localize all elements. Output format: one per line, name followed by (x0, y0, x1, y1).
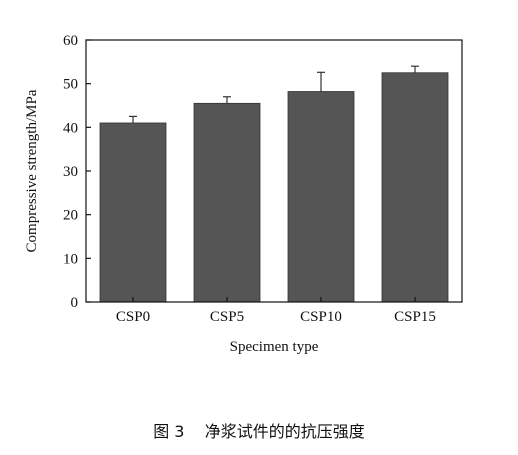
bar-csp0 (99, 122, 167, 303)
y-tick-label: 20 (63, 208, 78, 224)
x-axis-tick-labels: CSP0 CSP5 CSP10 CSP15 (116, 309, 436, 325)
y-tick-label: 50 (63, 77, 78, 93)
error-bars (129, 65, 419, 123)
error-bar-csp5 (223, 96, 231, 104)
bar-csp15 (381, 72, 449, 303)
bars (99, 72, 449, 303)
x-tick-label: CSP0 (116, 309, 150, 325)
figure-caption: 图 3 净浆试件的的抗压强度 (153, 422, 365, 441)
y-tick-label: 60 (63, 33, 78, 49)
x-tick-label: CSP10 (300, 309, 342, 325)
error-bar-csp15 (411, 65, 419, 73)
plot-area-frame (85, 39, 463, 303)
y-axis-tick-labels: 0 10 20 30 40 50 60 (63, 33, 78, 311)
x-tick-label: CSP5 (210, 309, 244, 325)
x-axis-title: Specimen type (230, 339, 319, 355)
bar-csp10 (287, 91, 355, 303)
error-bar-csp0 (129, 115, 137, 123)
error-bar-csp10 (317, 71, 325, 92)
y-tick-label: 0 (71, 295, 79, 311)
x-axis-ticks (132, 297, 416, 302)
x-tick-label: CSP15 (394, 309, 436, 325)
y-tick-label: 30 (63, 164, 78, 180)
y-tick-label: 40 (63, 120, 78, 136)
y-tick-label: 10 (63, 251, 78, 267)
bar-chart: 0 10 20 30 40 50 60 CSP0 CSP5 CSP10 CSP15 Specime… (24, 33, 463, 355)
y-axis-ticks (86, 39, 91, 303)
y-axis-title: Compressive strength/MPa (24, 89, 40, 252)
bar-csp5 (193, 102, 261, 303)
